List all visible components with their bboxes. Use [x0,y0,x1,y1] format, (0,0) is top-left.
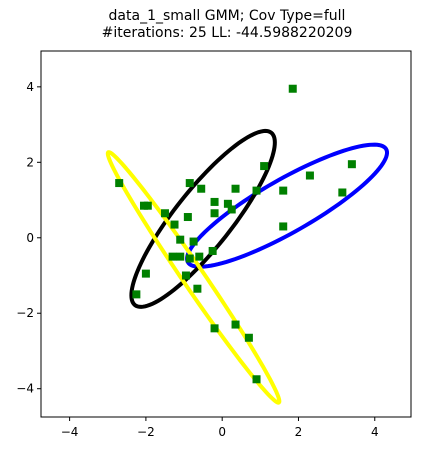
data-point [210,324,219,333]
x-axis: −4 −2 0 2 4 [61,417,379,439]
y-tick-label: 0 [26,231,34,245]
data-point [189,237,198,246]
y-tick-label: 2 [26,155,34,169]
y-axis: −4 −2 0 2 4 [16,80,41,396]
data-point [210,209,219,218]
x-tick-label: 4 [371,425,379,439]
data-point [279,186,288,195]
x-tick-label: 2 [295,425,303,439]
gaussian-ellipse-2 [129,128,277,309]
y-tick-label: −2 [16,306,34,320]
data-point [244,333,253,342]
data-point [183,213,192,222]
plot-frame [40,50,412,418]
data-point [288,84,297,93]
data-point [181,271,190,280]
x-tick-label: −2 [137,425,155,439]
data-point [305,171,314,180]
points-layer [115,84,356,384]
data-point [347,160,356,169]
data-point [231,184,240,193]
data-point [252,186,261,195]
data-point [210,197,219,206]
y-tick-label: 4 [26,80,34,94]
data-point [168,252,177,261]
data-point [338,188,347,197]
y-tick-label: −4 [16,382,34,396]
data-point [132,290,141,299]
chart-title-line-2: #iterations: 25 LL: -44.5988220209 [102,25,353,41]
data-point [208,246,217,255]
x-tick-label: 0 [218,425,226,439]
data-point [176,252,185,261]
data-point [115,179,124,188]
data-point [143,201,152,210]
data-point [160,209,169,218]
data-point [185,254,194,263]
data-point [185,179,194,188]
gaussian-ellipse-3 [105,150,282,405]
data-point [197,184,206,193]
plot-area [105,84,390,405]
data-point [260,162,269,171]
data-point [141,269,150,278]
x-tick-label: −4 [61,425,79,439]
data-point [195,252,204,261]
data-point [193,284,202,293]
data-point [227,205,236,214]
chart-title-line-1: data_1_small GMM; Cov Type=full [109,8,346,24]
data-point [223,199,232,208]
ellipses-layer [105,128,390,405]
data-point [252,375,261,384]
data-point [231,320,240,329]
data-point [170,220,179,229]
data-point [279,222,288,231]
data-point [176,235,185,244]
